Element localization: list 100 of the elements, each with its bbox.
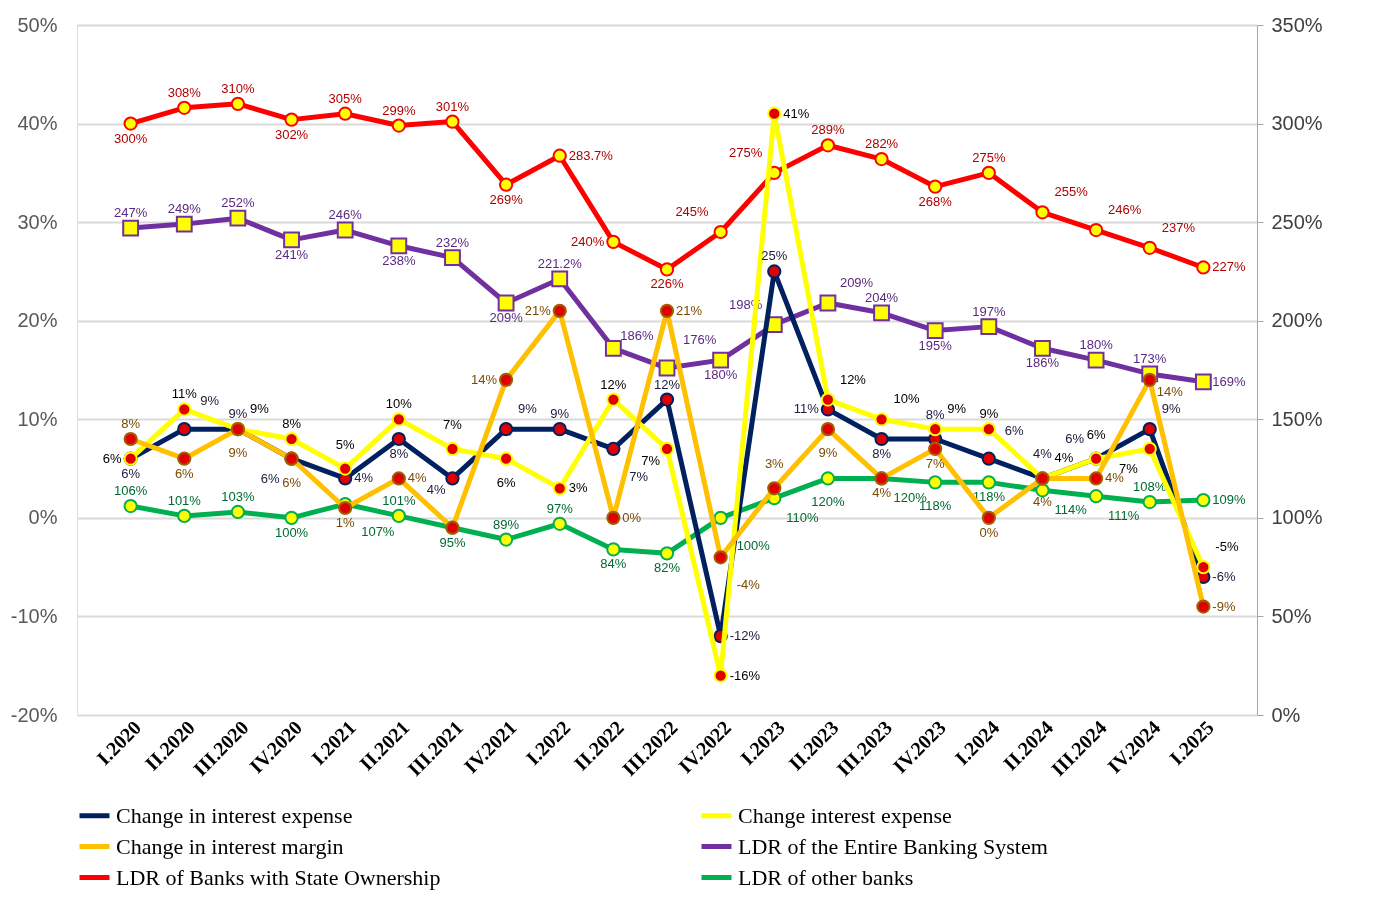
data-label: 299% (382, 102, 416, 118)
data-label: -4% (736, 577, 761, 593)
data-label: 255% (1054, 184, 1089, 200)
data-label: 169% (1212, 373, 1247, 389)
data-label: 100% (274, 524, 309, 540)
data-label: 14% (471, 371, 498, 387)
data-label: 7% (629, 468, 649, 484)
data-label: 106% (114, 483, 148, 499)
data-label: 12% (653, 376, 681, 392)
y2-tick-label: 100% (1271, 506, 1323, 529)
data-label: 8% (389, 446, 409, 461)
data-label: 6% (260, 470, 280, 486)
data-label: 4% (426, 482, 446, 498)
data-label: 120% (811, 494, 845, 510)
data-label: 14% (1156, 383, 1184, 399)
data-label: 246% (328, 207, 363, 223)
data-label: 238% (382, 252, 416, 268)
data-label: 7% (641, 452, 661, 468)
data-label: 95% (439, 534, 466, 550)
data-label: 89% (493, 516, 520, 532)
data-label: 10% (893, 391, 921, 407)
data-label: -9% (1212, 598, 1236, 614)
data-label: 8% (282, 416, 302, 431)
data-label: 308% (167, 84, 202, 100)
data-label: 209% (489, 309, 524, 325)
y-tick-label: 40% (17, 112, 58, 135)
data-label: 246% (1108, 202, 1142, 218)
data-label: 300% (114, 130, 148, 146)
y-tick-label: 0% (28, 506, 58, 529)
data-label: 9% (228, 406, 248, 422)
data-label: 268% (918, 193, 953, 209)
data-label: 3% (764, 456, 785, 472)
data-label: 282% (864, 136, 899, 152)
y2-tick-label: 350% (1271, 13, 1323, 36)
data-label: -16% (729, 667, 761, 683)
data-label: -6% (1212, 569, 1236, 584)
data-label: 302% (274, 126, 309, 142)
data-label: 10% (385, 396, 413, 412)
data-label: 3% (568, 480, 588, 496)
data-label: 0% (979, 524, 999, 540)
data-label: 110% (786, 510, 819, 526)
data-label: 4% (1033, 494, 1053, 510)
data-label: 5% (335, 436, 356, 452)
data-label: 6% (1086, 426, 1106, 442)
data-label: 12% (600, 376, 627, 392)
y-tick-label: 10% (17, 407, 58, 430)
data-label: 226% (650, 276, 685, 292)
data-label: 289% (811, 122, 845, 138)
data-label: 6% (496, 474, 516, 490)
y2-tick-label: 250% (1271, 210, 1323, 233)
data-label: 240% (571, 233, 605, 249)
legend-label: LDR of other banks (738, 864, 914, 890)
data-label: 6% (174, 465, 195, 481)
data-label: 109% (1212, 492, 1247, 508)
data-label: 6% (121, 465, 141, 481)
legend-label: Change in interest expense (116, 802, 353, 828)
data-label: 82% (653, 560, 681, 576)
data-label: 8% (925, 407, 946, 422)
y-tick-label: 30% (17, 210, 58, 233)
data-label: 249% (167, 201, 202, 217)
data-label: 111% (1108, 508, 1140, 524)
y2-tick-label: 200% (1271, 309, 1323, 332)
data-label: 9% (200, 393, 220, 409)
data-label: 227% (1212, 259, 1247, 275)
data-label: 195% (918, 337, 953, 353)
legend-label: Change interest expense (738, 802, 952, 828)
y2-tick-label: 50% (1271, 604, 1312, 627)
data-label: 9% (228, 445, 248, 461)
legend-label: LDR of the Entire Banking System (738, 833, 1048, 859)
data-label: 108% (1133, 479, 1167, 495)
data-label: 252% (221, 195, 255, 211)
data-label: 8% (872, 446, 892, 461)
data-label: 107% (361, 524, 395, 540)
data-label: 4% (407, 470, 428, 486)
data-label: 232% (435, 234, 470, 250)
data-label: 4% (1054, 450, 1074, 466)
data-label: 186% (620, 328, 655, 344)
data-label: 1% (335, 515, 356, 530)
data-label: 209% (839, 274, 874, 290)
data-label: 197% (972, 303, 1006, 319)
data-label: 9% (1161, 401, 1181, 417)
data-label: 9% (249, 401, 270, 417)
y-tick-label: 20% (17, 309, 58, 332)
data-label: 103% (221, 488, 255, 504)
data-label: 6% (1065, 430, 1085, 446)
data-label: 237% (1161, 219, 1196, 235)
data-label: 247% (114, 205, 148, 221)
data-label: 101% (167, 492, 202, 508)
data-label: 9% (550, 406, 570, 422)
data-label: 4% (872, 485, 892, 501)
data-label: 245% (675, 204, 710, 219)
data-label: 8% (121, 416, 141, 431)
data-label: 269% (489, 191, 524, 207)
data-label: 305% (328, 90, 363, 106)
legend-label: Change in interest margin (116, 833, 344, 859)
data-label: 9% (518, 401, 538, 417)
data-label: 9% (818, 445, 838, 461)
legend-label: LDR of Banks with State Ownership (116, 864, 441, 890)
data-label: 186% (1025, 355, 1060, 371)
data-label: 0% (622, 509, 642, 525)
